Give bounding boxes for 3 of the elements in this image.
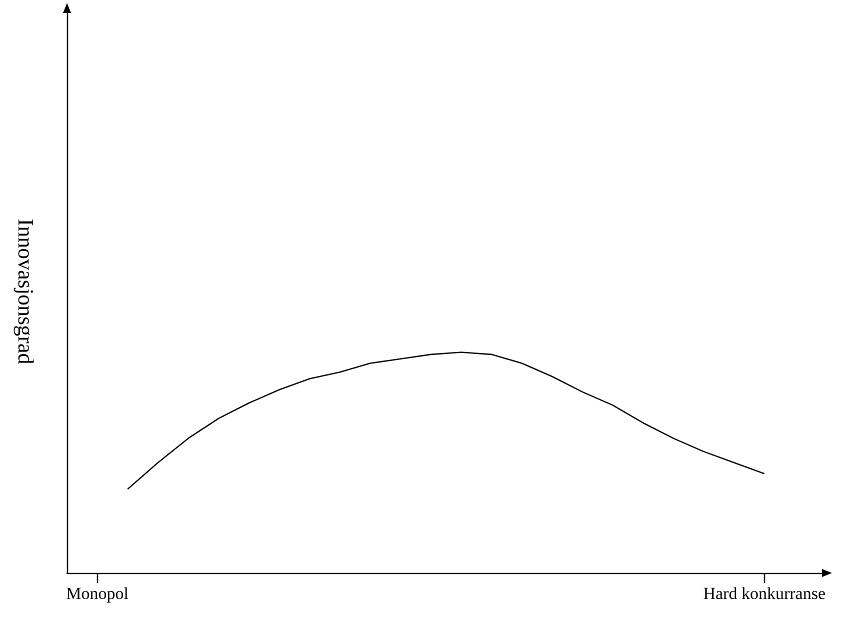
x-tick-label: Monopol <box>66 584 129 603</box>
y-axis-title: Innovasjonsgrad <box>14 218 38 364</box>
x-tick-label: Hard konkurranse <box>703 584 826 603</box>
